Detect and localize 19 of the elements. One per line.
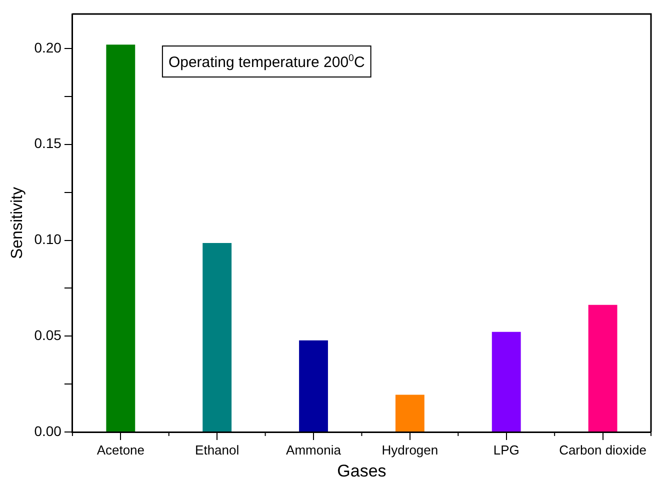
bar — [492, 332, 521, 432]
x-tick-label: Ammonia — [286, 442, 342, 458]
bar — [395, 394, 424, 432]
y-tick-label: 0.00 — [34, 422, 62, 439]
bar — [106, 44, 136, 432]
bar — [299, 340, 328, 432]
x-tick-label: Ethanol — [195, 442, 240, 458]
x-tick-label: Acetone — [96, 442, 145, 458]
y-tick-label: 0.05 — [34, 326, 62, 343]
bar — [588, 304, 618, 432]
y-tick-label: 0.10 — [34, 231, 62, 248]
x-tick-label: Hydrogen — [382, 442, 438, 458]
x-tick-label: Carbon dioxide — [559, 442, 647, 458]
y-axis-title: Sensitivity — [9, 186, 26, 260]
y-tick-label: 0.15 — [34, 135, 62, 152]
x-tick-label: LPG — [493, 442, 520, 458]
bar — [202, 242, 232, 432]
x-axis-title: Gases — [337, 461, 386, 480]
y-tick-label: 0.20 — [34, 39, 62, 56]
